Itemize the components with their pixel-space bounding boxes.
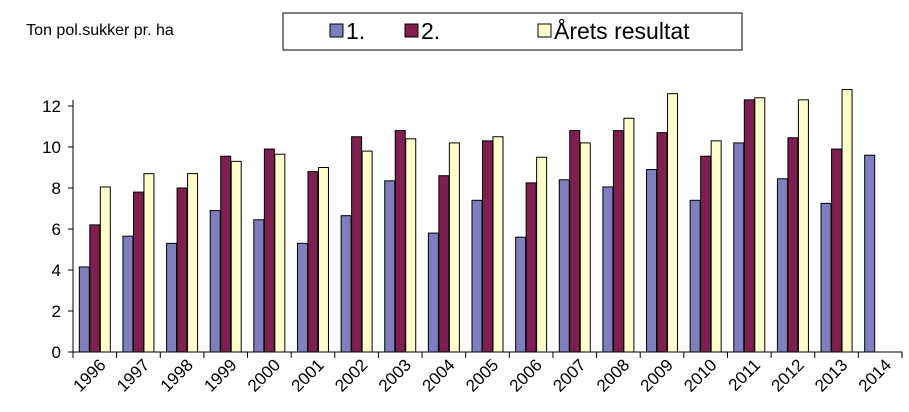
bar <box>612 130 624 353</box>
bar <box>579 142 591 353</box>
bar <box>743 99 755 353</box>
legend-swatch <box>404 23 419 38</box>
bar <box>351 136 363 353</box>
bar <box>361 150 373 353</box>
bar <box>646 169 658 353</box>
bar <box>274 153 286 353</box>
x-tick-label: 2011 <box>725 355 764 394</box>
bar <box>405 138 417 353</box>
bar <box>797 99 809 353</box>
bar <box>471 199 483 353</box>
bar <box>831 148 843 353</box>
bar <box>99 186 111 353</box>
x-tick-label: 2001 <box>288 355 328 395</box>
bar <box>187 173 199 353</box>
bar <box>317 167 329 353</box>
y-tick-label: 8 <box>52 179 61 198</box>
bar <box>864 154 876 353</box>
x-tick-label: 2009 <box>637 355 677 395</box>
legend-swatch <box>329 23 344 38</box>
x-tick-label: 2013 <box>811 355 851 395</box>
x-tick-label: 2004 <box>419 355 459 395</box>
y-tick-label: 10 <box>42 138 61 157</box>
y-axis-label: Ton pol.sukker pr. ha <box>26 22 174 39</box>
bar <box>263 148 275 353</box>
bar <box>558 179 570 353</box>
x-tick-label: 1998 <box>157 355 197 395</box>
legend-swatch <box>537 23 552 38</box>
bar <box>176 187 188 353</box>
bar <box>733 142 745 353</box>
bar <box>787 137 799 353</box>
bar <box>230 160 242 353</box>
x-tick-label: 2010 <box>680 355 720 395</box>
bar <box>492 136 504 353</box>
bar <box>525 182 537 353</box>
bar <box>89 224 101 353</box>
legend-label: 1. <box>346 18 365 44</box>
bar <box>143 173 155 353</box>
y-tick-label: 6 <box>52 220 61 239</box>
bar <box>482 140 493 353</box>
bar <box>122 235 134 353</box>
bar <box>209 210 221 353</box>
bar <box>700 155 712 353</box>
bar <box>710 140 722 353</box>
bar <box>340 215 352 353</box>
x-tick-label: 1996 <box>69 355 109 395</box>
legend-box <box>282 12 743 51</box>
legend-label: Årets resultat <box>554 17 690 44</box>
bar <box>253 219 265 353</box>
bar <box>536 156 548 353</box>
bar <box>384 180 396 353</box>
bar <box>220 155 232 353</box>
bar <box>448 142 460 353</box>
bar <box>78 266 90 353</box>
bar <box>166 242 178 353</box>
x-tick-label: 2012 <box>768 355 808 395</box>
x-tick-label: 2008 <box>593 355 633 395</box>
legend-label: 2. <box>421 18 440 44</box>
bar <box>656 132 668 353</box>
bar <box>132 191 144 353</box>
x-tick-label: 2007 <box>549 355 589 395</box>
bar <box>296 242 308 353</box>
x-tick-label: 2000 <box>244 355 284 395</box>
bar <box>569 130 581 353</box>
bar <box>689 199 701 353</box>
bar <box>754 97 766 353</box>
bar <box>307 171 319 353</box>
y-tick-label: 2 <box>52 302 61 321</box>
x-tick-label: 1999 <box>200 355 240 395</box>
bar <box>623 117 635 353</box>
x-tick-label: 1997 <box>113 355 153 395</box>
bar <box>394 130 406 353</box>
bar <box>602 186 614 353</box>
y-tick-label: 0 <box>52 343 61 362</box>
x-tick-label: 2003 <box>375 355 415 395</box>
x-tick-label: 2006 <box>506 355 546 395</box>
x-tick-label: 2002 <box>331 355 371 395</box>
bar <box>438 175 450 353</box>
y-tick-label: 12 <box>42 97 61 116</box>
y-tick-label: 4 <box>52 261 61 280</box>
x-tick-label: 2014 <box>855 355 895 395</box>
bar <box>515 236 527 353</box>
bar <box>667 93 679 353</box>
bar <box>427 232 439 353</box>
bar <box>776 178 788 353</box>
bar <box>820 202 832 353</box>
x-tick-label: 2005 <box>462 355 502 395</box>
bar <box>841 89 853 353</box>
